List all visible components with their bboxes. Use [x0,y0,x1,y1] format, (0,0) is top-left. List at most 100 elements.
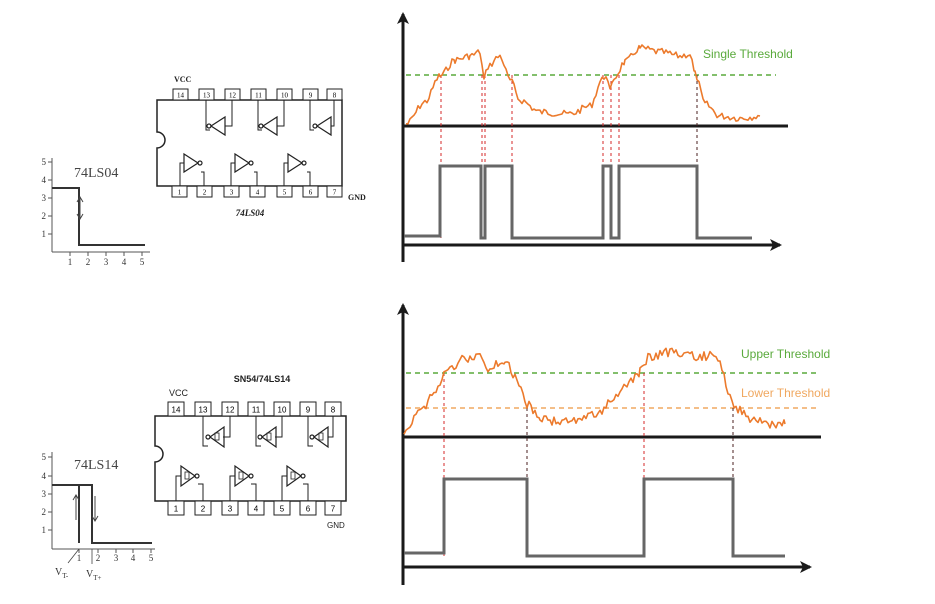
transfer-y-tick: 1 [42,525,47,535]
transfer-y-tick: 4 [42,175,47,185]
vt-plus-label: VT+ [86,569,102,582]
panel-74ls14: 1 2 3 4 5 1 2 3 4 5 74LS14 [42,303,830,585]
input-noisy-signal [405,44,761,125]
pin-label: 12 [229,92,237,100]
transfer-x-tick: 2 [96,553,101,563]
transfer-curve-line [52,187,145,246]
top-pins: 14 13 12 11 10 9 8 [172,88,343,101]
transfer-curve-lower-branch [52,484,80,543]
transfer-y-tick: 5 [42,452,47,462]
hysteresis-arrows [72,494,99,522]
schmitt-gates [180,425,329,488]
chip-body [156,99,343,187]
transfer-x-tick: 1 [68,257,73,267]
vt-minus-label: VT- [55,567,69,580]
pin-label: 8 [331,406,336,415]
transfer-y-tick: 2 [42,211,47,221]
pin-label: 14 [172,406,181,415]
transfer-x-tick: 5 [140,257,145,267]
pin-label: 7 [331,505,336,514]
inverter-gates [183,115,332,174]
pin-label: 14 [177,92,185,100]
pin-label: 13 [203,92,211,100]
transfer-curve-74ls04: 1 2 3 4 5 1 2 3 4 5 74LS04 [42,157,150,267]
gate-wiring [175,416,334,501]
vcc-label: VCC [174,75,192,84]
transfer-curve-upper-branch [52,484,152,544]
pin-label: 1 [174,505,179,514]
pin-label: 6 [309,189,313,197]
inverter-gate-icon [258,115,278,137]
pin-label: 11 [252,406,261,415]
chip-pinout-74ls14: SN54/74LS14 VCC GND 14 13 12 11 10 9 8 1… [154,374,347,530]
transfer-x-tick: 2 [86,257,91,267]
pin-label: 9 [309,92,313,100]
inverter-gate-icon [183,152,203,174]
transfer-y-tick: 4 [42,471,47,481]
pin-label: 12 [226,406,235,415]
pin-label: 7 [333,189,337,197]
pin-label: 13 [199,406,208,415]
bottom-pins: 1 2 3 4 5 6 7 [171,185,343,198]
schmitt-inverter-icon [309,425,329,449]
inverter-gate-icon [287,152,307,174]
schmitt-inverter-icon [180,464,200,488]
transfer-x-tick: 4 [122,257,127,267]
single-threshold-label: Single Threshold [703,47,793,61]
pin-label: 3 [228,505,233,514]
schmitt-inverter-icon [257,425,277,449]
upper-threshold-label: Upper Threshold [741,347,830,361]
transfer-x-tick: 5 [149,553,154,563]
pin-label: 2 [203,189,207,197]
pin-label: 6 [306,505,311,514]
transfer-chip-label: 74LS14 [74,458,118,473]
pin-label: 4 [254,505,259,514]
chip-part-label: SN54/74LS14 [234,374,291,384]
vcc-label: VCC [169,388,189,398]
schmitt-inverter-icon [286,464,306,488]
lower-threshold-label: Lower Threshold [741,386,830,400]
transfer-curve-74ls14: 1 2 3 4 5 1 2 3 4 5 74LS14 [42,452,155,582]
gnd-label: GND [348,193,366,202]
chip-body [154,415,347,502]
pin-label: 8 [333,92,337,100]
gnd-label: GND [327,521,345,530]
transfer-x-tick: 1 [77,553,82,563]
transfer-chip-label: 74LS04 [74,166,118,181]
transfer-y-tick: 1 [42,229,47,239]
waveform-74ls14: Upper Threshold Lower Threshold [397,303,830,585]
waveform-74ls04: Single Threshold [397,12,793,262]
transfer-x-tick: 3 [114,553,119,563]
transfer-x-tick: 3 [104,257,109,267]
pin-label: 5 [280,505,285,514]
pin-label: 9 [306,406,311,415]
pin-label: 1 [178,189,182,197]
pin-label: 11 [255,92,262,100]
inverter-gate-icon [206,115,226,137]
pin-label: 3 [230,189,234,197]
output-square-wave [404,477,785,558]
threshold-leaders [67,548,93,564]
bottom-pins: 1 2 3 4 5 6 7 [167,500,342,516]
pin-label: 5 [283,189,287,197]
schmitt-inverter-icon [234,464,254,488]
pin-label: 2 [201,505,206,514]
gate-wiring [179,100,335,186]
transfer-x-tick: 4 [131,553,136,563]
input-noisy-signal [403,347,786,435]
chip-part-label: 74LS04 [236,208,265,218]
output-square-wave [404,164,752,240]
top-pins: 14 13 12 11 10 9 8 [167,401,342,417]
panel-74ls04: 1 2 3 4 5 1 2 3 4 5 74LS04 VCC [42,12,793,267]
transfer-y-tick: 3 [42,489,47,499]
transfer-y-tick: 3 [42,193,47,203]
transfer-y-tick: 2 [42,507,47,517]
threshold-crossing-markers [440,75,698,238]
pin-label: 4 [256,189,260,197]
transfer-y-tick: 5 [42,157,47,167]
schmitt-inverter-icon [205,425,225,449]
inverter-gate-icon [312,115,332,137]
inverter-gate-icon [234,152,254,174]
transition-arrows [76,196,84,220]
